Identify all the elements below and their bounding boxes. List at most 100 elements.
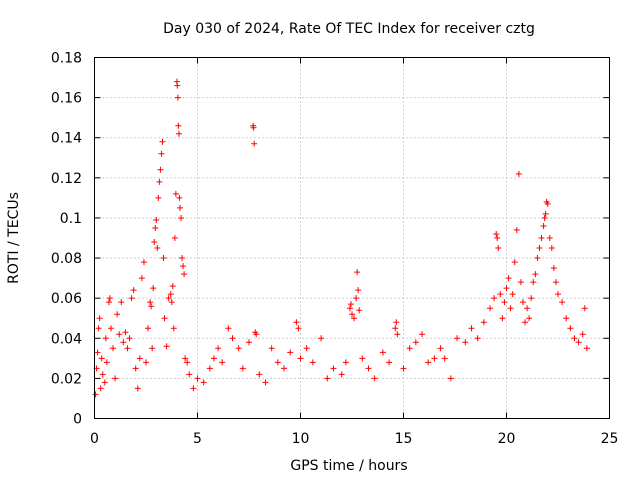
data-point bbox=[157, 166, 164, 173]
x-tick-label: 10 bbox=[292, 431, 310, 447]
data-point bbox=[169, 283, 176, 290]
data-point bbox=[579, 331, 586, 338]
data-point bbox=[176, 204, 183, 211]
data-point bbox=[534, 255, 541, 262]
data-point bbox=[130, 287, 137, 294]
y-tick-label: 0.14 bbox=[51, 131, 82, 147]
data-point bbox=[583, 345, 590, 352]
data-point bbox=[425, 359, 432, 366]
data-point bbox=[571, 335, 578, 342]
data-point bbox=[330, 365, 337, 372]
data-point bbox=[522, 319, 529, 326]
data-point bbox=[351, 315, 358, 322]
data-point bbox=[219, 359, 226, 366]
data-point bbox=[163, 343, 170, 350]
data-point bbox=[354, 269, 361, 276]
data-point bbox=[114, 311, 121, 318]
data-point bbox=[356, 307, 363, 314]
data-point bbox=[544, 200, 551, 207]
data-point bbox=[175, 122, 182, 129]
y-tick-label: 0.16 bbox=[51, 91, 82, 107]
data-point bbox=[347, 301, 354, 308]
y-tick-label: 0.18 bbox=[51, 51, 82, 67]
data-point bbox=[499, 315, 506, 322]
data-point bbox=[96, 315, 103, 322]
data-point bbox=[581, 305, 588, 312]
data-point bbox=[145, 325, 152, 332]
data-point bbox=[184, 359, 191, 366]
data-point bbox=[515, 170, 522, 177]
data-point bbox=[495, 245, 502, 252]
y-tick-label: 0.12 bbox=[51, 171, 82, 187]
data-point bbox=[174, 94, 181, 101]
data-point bbox=[210, 355, 217, 362]
data-point bbox=[532, 271, 539, 278]
y-tick-labels: 0 0.02 0.04 0.06 0.08 0.1 0.12 0.14 0.16 0.18 bbox=[51, 51, 82, 428]
data-point bbox=[106, 295, 113, 302]
data-point bbox=[528, 295, 535, 302]
data-point bbox=[342, 359, 349, 366]
data-point bbox=[379, 349, 386, 356]
data-point bbox=[507, 305, 514, 312]
data-point bbox=[441, 355, 448, 362]
data-point bbox=[550, 265, 557, 272]
data-point bbox=[128, 295, 135, 302]
data-point bbox=[143, 359, 149, 366]
data-point bbox=[194, 375, 201, 382]
x-tick-label: 20 bbox=[498, 431, 516, 447]
data-point bbox=[517, 279, 524, 286]
data-point bbox=[503, 285, 510, 292]
data-point bbox=[338, 371, 345, 378]
y-axis-label: ROTI / TECUs bbox=[6, 192, 22, 284]
data-point bbox=[170, 325, 177, 332]
data-point bbox=[134, 385, 141, 392]
data-point bbox=[171, 235, 178, 241]
grid-lines bbox=[94, 57, 610, 419]
data-point bbox=[371, 375, 378, 382]
data-point bbox=[509, 291, 516, 298]
data-point bbox=[150, 285, 157, 292]
data-point bbox=[182, 355, 189, 362]
plot-frame bbox=[94, 57, 610, 419]
data-point bbox=[116, 331, 123, 338]
x-tick-label: 0 bbox=[90, 431, 99, 447]
data-point bbox=[225, 325, 232, 332]
data-point bbox=[251, 140, 258, 147]
data-point bbox=[102, 335, 109, 342]
data-point bbox=[555, 291, 561, 298]
data-point bbox=[118, 299, 125, 306]
data-point bbox=[99, 371, 106, 378]
data-point bbox=[120, 339, 127, 346]
data-point bbox=[501, 299, 508, 306]
data-point bbox=[386, 359, 393, 366]
data-point bbox=[98, 355, 105, 362]
data-point bbox=[542, 210, 549, 217]
data-point bbox=[176, 194, 183, 201]
data-point bbox=[190, 385, 197, 392]
data-point bbox=[153, 216, 160, 223]
data-point bbox=[181, 271, 188, 278]
data-point bbox=[505, 275, 512, 282]
data-point bbox=[437, 345, 444, 352]
data-point bbox=[149, 345, 156, 352]
data-point bbox=[400, 365, 407, 372]
y-tick-label: 0.06 bbox=[51, 291, 82, 307]
data-point bbox=[154, 245, 161, 252]
data-point bbox=[392, 325, 399, 332]
data-point bbox=[497, 291, 504, 298]
data-point bbox=[200, 379, 207, 386]
data-point bbox=[359, 355, 366, 362]
data-point bbox=[138, 275, 145, 282]
data-point bbox=[575, 339, 582, 346]
data-point bbox=[511, 259, 518, 266]
data-point bbox=[287, 349, 294, 356]
data-point bbox=[253, 331, 260, 338]
data-point bbox=[274, 359, 281, 366]
data-point bbox=[168, 299, 175, 306]
data-point bbox=[303, 345, 310, 352]
data-point bbox=[494, 235, 501, 241]
data-point bbox=[487, 305, 494, 312]
data-point bbox=[519, 299, 526, 306]
data-point bbox=[136, 355, 143, 362]
data-point bbox=[295, 325, 302, 332]
